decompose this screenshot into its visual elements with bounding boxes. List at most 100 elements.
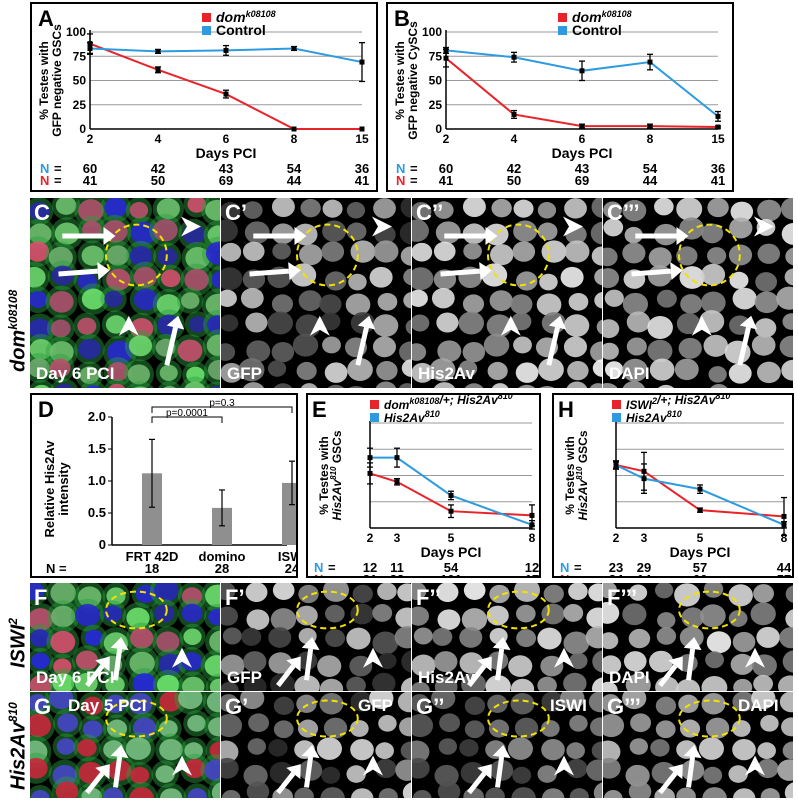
- nucleus: [378, 788, 398, 798]
- dashed-outline: [296, 223, 359, 287]
- arrow-head: [301, 745, 320, 759]
- data-point: [367, 470, 373, 476]
- nucleus: [31, 652, 50, 670]
- arrow-shaft: [631, 268, 672, 277]
- nucleus: [221, 314, 239, 332]
- nucleus: [708, 366, 727, 383]
- chart-d: 0 0.5 1.0 1.5 2.0 Relative His2Avintensity FRT…: [42, 398, 306, 576]
- nucleus: [400, 741, 411, 760]
- n-value: 28: [215, 561, 229, 576]
- arrow: [355, 315, 376, 366]
- nucleus: [753, 584, 774, 603]
- nucleus: [240, 287, 264, 309]
- arrow: [85, 764, 110, 795]
- micrograph-image: [412, 583, 602, 691]
- nucleus: [413, 627, 433, 645]
- y-tick-label: 0: [435, 122, 442, 136]
- nucleus: [205, 199, 220, 221]
- nucleus: [594, 292, 602, 309]
- nucleus: [77, 586, 102, 608]
- nucleus: [104, 290, 123, 308]
- nucleus: [511, 312, 532, 331]
- nucleus: [30, 740, 48, 764]
- arrow: [440, 262, 492, 281]
- x-tick-label: 6: [223, 132, 230, 146]
- nucleus: [622, 199, 647, 222]
- nucleus: [431, 287, 455, 309]
- nucleus: [211, 270, 220, 289]
- arrow-head: [95, 656, 110, 672]
- dashed-outline: [678, 223, 741, 287]
- nucleus: [569, 652, 588, 670]
- panel-letter-c3: C’’’: [607, 200, 640, 225]
- nucleus: [294, 787, 314, 798]
- nucleus: [221, 713, 243, 738]
- x-axis-label: Days PCI: [552, 145, 613, 161]
- nucleus: [732, 720, 751, 737]
- nucleus: [603, 632, 619, 650]
- data-point: [443, 47, 449, 53]
- nucleus: [221, 289, 237, 307]
- arrow: [683, 745, 702, 788]
- nucleus: [590, 221, 602, 245]
- y-tick-label: 75: [73, 49, 87, 63]
- nucleus: [603, 740, 621, 764]
- x-tick-label: 3: [394, 531, 401, 545]
- nucleus: [243, 201, 263, 219]
- nucleus: [412, 583, 427, 601]
- nucleus: [733, 678, 753, 691]
- nucleus: [676, 787, 696, 798]
- x-tick-label: 5: [697, 531, 704, 545]
- n-label-equals: =: [410, 173, 418, 188]
- nucleus: [592, 677, 602, 691]
- n-label-letter: N: [396, 161, 405, 176]
- n-value: 36: [355, 161, 369, 176]
- nucleus: [181, 603, 203, 623]
- arrow-head: [103, 227, 116, 245]
- nucleus: [624, 226, 643, 244]
- n-label-letter: N: [40, 161, 49, 176]
- nucleus: [679, 626, 704, 649]
- data-point: [647, 123, 653, 129]
- arrow-shaft: [249, 268, 290, 277]
- nucleus: [782, 313, 793, 330]
- n-value: 23: [390, 572, 404, 576]
- nucleus: [375, 742, 394, 760]
- nucleus: [586, 759, 602, 781]
- nucleus: [594, 268, 602, 286]
- x-tick-label: 15: [355, 132, 369, 146]
- nucleus: [676, 679, 701, 691]
- nucleus: [207, 315, 220, 335]
- nucleus: [491, 198, 512, 218]
- dashed-outline: [678, 590, 741, 630]
- nucleus: [270, 608, 297, 631]
- nucleus: [592, 650, 602, 673]
- nucleus: [267, 311, 293, 335]
- nucleus: [49, 341, 74, 363]
- arrow: [110, 745, 129, 788]
- n-value: 21: [363, 572, 377, 576]
- nucleus: [604, 361, 624, 378]
- nucleus: [539, 385, 555, 388]
- n-value: 11: [390, 560, 404, 575]
- nucleus: [54, 383, 74, 388]
- dashed-outline: [105, 699, 168, 738]
- nucleus: [700, 291, 726, 314]
- nucleus: [629, 738, 648, 755]
- arrow-head: [683, 745, 702, 759]
- nucleus: [655, 720, 676, 739]
- nucleus: [133, 288, 158, 311]
- nucleus: [654, 583, 674, 599]
- nucleus: [674, 583, 701, 607]
- cytoplasm: [104, 378, 130, 388]
- nucleus: [732, 788, 756, 798]
- x-tick-label: 2: [613, 531, 620, 545]
- legend-swatch-red: [612, 400, 621, 409]
- panel-b: 0 25 50 75 100 2 4 6 8 15 Days PCI % Testes withGFP…: [386, 2, 734, 192]
- nucleus: [566, 381, 588, 388]
- arrow-head: [548, 315, 567, 330]
- nucleus: [105, 315, 127, 334]
- y-tick-label: 2.0: [88, 409, 106, 424]
- arrow-head: [668, 656, 683, 672]
- x-axis-label: Days PCI: [421, 544, 482, 560]
